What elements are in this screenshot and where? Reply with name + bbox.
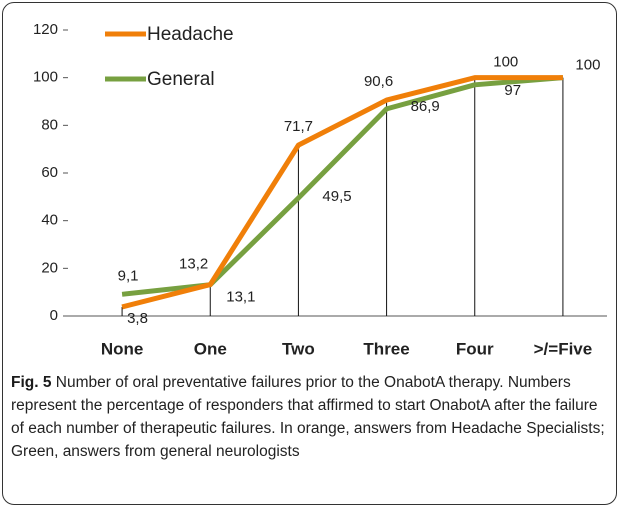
y-tick-label: 120 <box>33 21 58 38</box>
data-label: 9,1 <box>118 267 139 284</box>
y-tick-label: 0 <box>50 307 58 324</box>
legend-label: General <box>147 69 215 90</box>
x-tick-label: Four <box>456 339 494 358</box>
x-tick-label: Two <box>282 339 315 358</box>
data-label: 71,7 <box>284 118 313 135</box>
data-label: 13,1 <box>226 289 255 306</box>
data-label: 49,5 <box>322 188 351 205</box>
caption-text: Number of oral preventative failures pri… <box>11 374 605 460</box>
x-tick-label: Three <box>363 339 409 358</box>
y-tick-label: 20 <box>41 259 58 276</box>
caption: Fig. 5 Number of oral preventative failu… <box>11 371 609 463</box>
y-tick-label: 40 <box>41 212 58 229</box>
data-label: 100 <box>493 54 518 71</box>
y-tick-label: 80 <box>41 116 58 133</box>
x-tick-label: None <box>101 339 144 358</box>
x-tick-label: One <box>194 339 227 358</box>
data-label: 97 <box>504 82 521 99</box>
legend-label: Headache <box>147 24 234 45</box>
data-label: 3,8 <box>127 310 148 327</box>
series-line <box>121 75 563 310</box>
caption-label: Fig. 5 <box>11 374 52 391</box>
chart: 0 20 40 60 80 100 120 None One Two Three Four >/=Fiv… <box>33 21 607 358</box>
y-tick-label: 100 <box>33 69 58 86</box>
data-label: 100 <box>575 57 600 74</box>
x-tick-label: >/=Five <box>534 339 593 358</box>
data-label: 90,6 <box>364 73 393 90</box>
data-label: 13,2 <box>179 256 208 273</box>
data-label: 86,9 <box>411 98 440 115</box>
figure-frame <box>2 2 617 505</box>
y-tick-label: 60 <box>41 164 58 181</box>
